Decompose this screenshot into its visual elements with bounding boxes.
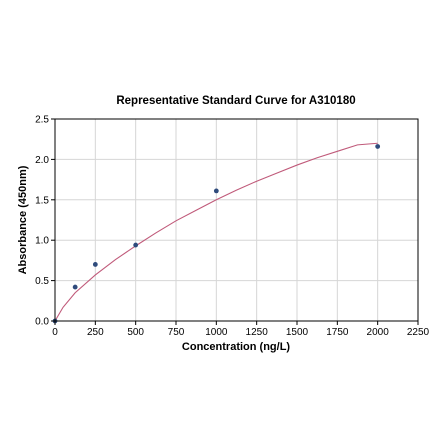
x-tick-label: 750 — [168, 327, 185, 338]
y-axis-ticks: 0.0 0.5 1.0 1.5 2.0 2.5 — [35, 115, 55, 328]
x-axis-ticks: 0 250 500 750 1000 1250 1500 1750 2000 2250 — [52, 321, 430, 338]
x-tick-label: 500 — [127, 327, 144, 338]
y-tick-label: 1.5 — [35, 195, 49, 206]
y-tick-label: 2.0 — [35, 155, 49, 166]
data-point — [92, 262, 98, 267]
x-axis-label: Concentration (ng/L) — [182, 341, 290, 353]
plot-area-frame — [54, 118, 419, 322]
x-tick-label: 1000 — [205, 327, 228, 338]
fitted-curve-line — [54, 142, 378, 322]
data-point — [213, 188, 219, 194]
data-points-layer — [52, 144, 381, 324]
x-tick-label: 250 — [87, 327, 104, 338]
y-tick-label: 0.0 — [35, 317, 49, 328]
y-tick-label: 2.5 — [35, 115, 49, 126]
y-tick-label: 1.0 — [35, 236, 49, 247]
data-point — [133, 242, 139, 248]
x-tick-label: 1750 — [326, 327, 349, 338]
grid-lines — [54, 118, 419, 322]
data-point — [375, 144, 381, 149]
fitted-curve-layer — [54, 142, 378, 322]
x-tick-label: 0 — [52, 327, 58, 338]
x-tick-label: 2250 — [407, 327, 430, 338]
x-tick-label: 2000 — [367, 327, 390, 338]
x-tick-label: 1500 — [286, 327, 309, 338]
y-axis-label: Absorbance (450nm) — [17, 165, 29, 274]
y-tick-label: 0.5 — [35, 276, 49, 287]
data-point — [72, 284, 78, 290]
x-tick-label: 1250 — [246, 327, 269, 338]
chart-title: Representative Standard Curve for A31018… — [116, 95, 355, 107]
